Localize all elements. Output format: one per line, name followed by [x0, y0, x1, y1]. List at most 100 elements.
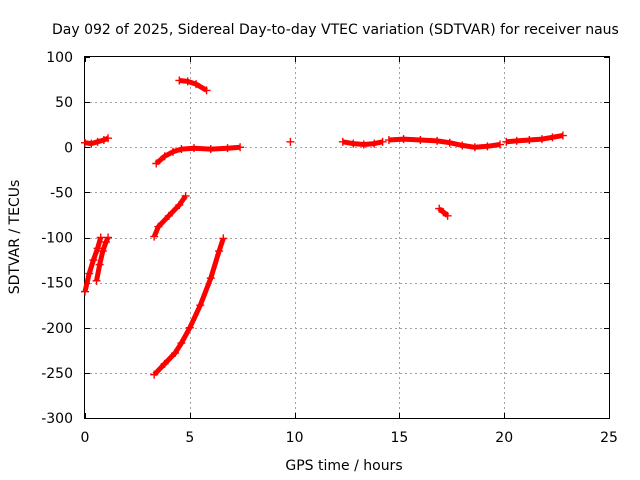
- series-line: [388, 136, 501, 150]
- data-point: [483, 142, 492, 151]
- data-point: [370, 139, 379, 148]
- x-tick-label: 25: [600, 430, 618, 446]
- data-point: [189, 144, 198, 153]
- data-point: [548, 133, 557, 142]
- data-point: [154, 222, 163, 231]
- y-tick-label: 100: [46, 50, 73, 66]
- series-arc-4: [152, 143, 245, 168]
- data-point: [150, 232, 159, 241]
- series-arc-3: [92, 233, 113, 285]
- x-tick-label: 10: [286, 430, 304, 446]
- data-point: [349, 139, 358, 148]
- data-point: [150, 370, 159, 379]
- data-point: [160, 359, 169, 368]
- data-point: [81, 138, 89, 147]
- series-arc-5: [175, 76, 211, 95]
- data-point: [445, 138, 454, 147]
- data-point: [85, 269, 94, 278]
- series-arc-2: [81, 233, 105, 296]
- series-line: [152, 237, 226, 377]
- data-point: [104, 134, 113, 143]
- data-point: [286, 137, 295, 146]
- data-point: [215, 247, 224, 256]
- series-arc-8: [286, 137, 295, 146]
- y-tick-label: -50: [50, 185, 73, 201]
- data-point: [89, 256, 98, 265]
- data-point: [196, 301, 205, 310]
- data-point: [470, 143, 479, 152]
- data-point: [81, 287, 89, 296]
- y-tick-label: -100: [41, 231, 73, 247]
- data-point: [185, 323, 194, 332]
- data-point: [175, 76, 184, 85]
- axis-ticks: 0 5 10 15 20 25 100 50 0 -50 -100 -150 -200 -250 -300: [41, 50, 618, 446]
- data-point: [236, 143, 245, 152]
- data-point: [206, 274, 215, 283]
- data-point: [183, 77, 192, 86]
- data-point: [458, 141, 467, 150]
- series-arc-7: [150, 234, 228, 379]
- data-point: [181, 191, 190, 200]
- data-point: [177, 339, 186, 348]
- grid-layer: [85, 57, 609, 418]
- data-point: [399, 135, 408, 144]
- data-point: [175, 201, 184, 210]
- y-axis-label: SDTVAR / TECUs: [7, 180, 23, 295]
- data-point: [152, 159, 161, 168]
- data-point: [416, 136, 425, 145]
- x-tick-label: 20: [495, 430, 513, 446]
- series-line: [179, 78, 208, 93]
- data-point: [98, 247, 107, 256]
- x-axis-label: GPS time / hours: [285, 458, 402, 474]
- data-point: [206, 145, 215, 154]
- y-tick-label: 50: [55, 95, 73, 111]
- data-point: [101, 238, 110, 247]
- data-point: [435, 204, 444, 213]
- data-point: [92, 276, 101, 285]
- x-tick-label: 15: [390, 430, 408, 446]
- data-point: [439, 208, 448, 217]
- y-tick-label: 0: [64, 140, 73, 156]
- y-tick-label: -300: [41, 411, 73, 427]
- data-point: [219, 234, 228, 243]
- data-point: [160, 152, 169, 161]
- x-tick-label: 0: [81, 430, 90, 446]
- data-point: [537, 135, 546, 144]
- data-point: [223, 144, 232, 153]
- data-point: [496, 140, 505, 149]
- data-point: [177, 145, 186, 154]
- data-point: [443, 211, 452, 220]
- data-point: [338, 137, 347, 146]
- data-point: [525, 136, 534, 145]
- plot-frame: [84, 56, 610, 419]
- x-tick-label: 5: [185, 430, 194, 446]
- data-point: [104, 233, 113, 242]
- data-point: [202, 86, 211, 95]
- data-point: [359, 140, 368, 149]
- series-arc-12: [502, 131, 567, 146]
- data-point: [87, 139, 96, 148]
- data-point: [502, 137, 511, 146]
- series-arc-10: [384, 135, 505, 152]
- data-point: [192, 80, 201, 89]
- data-point: [378, 137, 387, 146]
- y-tick-label: -200: [41, 321, 73, 337]
- data-point: [93, 244, 102, 253]
- data-point: [384, 136, 393, 145]
- y-tick-label: -250: [41, 366, 73, 382]
- y-tick-label: -150: [41, 276, 73, 292]
- chart-title: Day 092 of 2025, Sidereal Day-to-day VTE…: [52, 22, 619, 38]
- series-arc-6: [150, 191, 190, 241]
- series-arc-1: [81, 134, 113, 148]
- data-point: [171, 349, 180, 358]
- data-point: [512, 136, 521, 145]
- data-series: [81, 76, 567, 379]
- data-point: [95, 260, 104, 269]
- data-point: [433, 136, 442, 145]
- series-arc-9: [338, 137, 387, 149]
- data-point: [99, 136, 108, 145]
- data-point: [169, 147, 178, 156]
- data-point: [164, 211, 173, 220]
- data-point: [96, 233, 105, 242]
